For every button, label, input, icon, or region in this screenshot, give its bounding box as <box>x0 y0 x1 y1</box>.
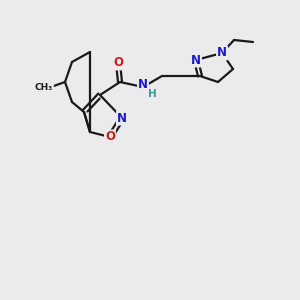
Text: N: N <box>138 79 148 92</box>
Text: O: O <box>105 130 115 143</box>
Text: N: N <box>191 53 201 67</box>
Text: O: O <box>113 56 123 70</box>
Text: N: N <box>217 46 227 59</box>
Text: H: H <box>148 89 156 99</box>
Text: CH₃: CH₃ <box>35 83 53 92</box>
Text: N: N <box>117 112 127 124</box>
